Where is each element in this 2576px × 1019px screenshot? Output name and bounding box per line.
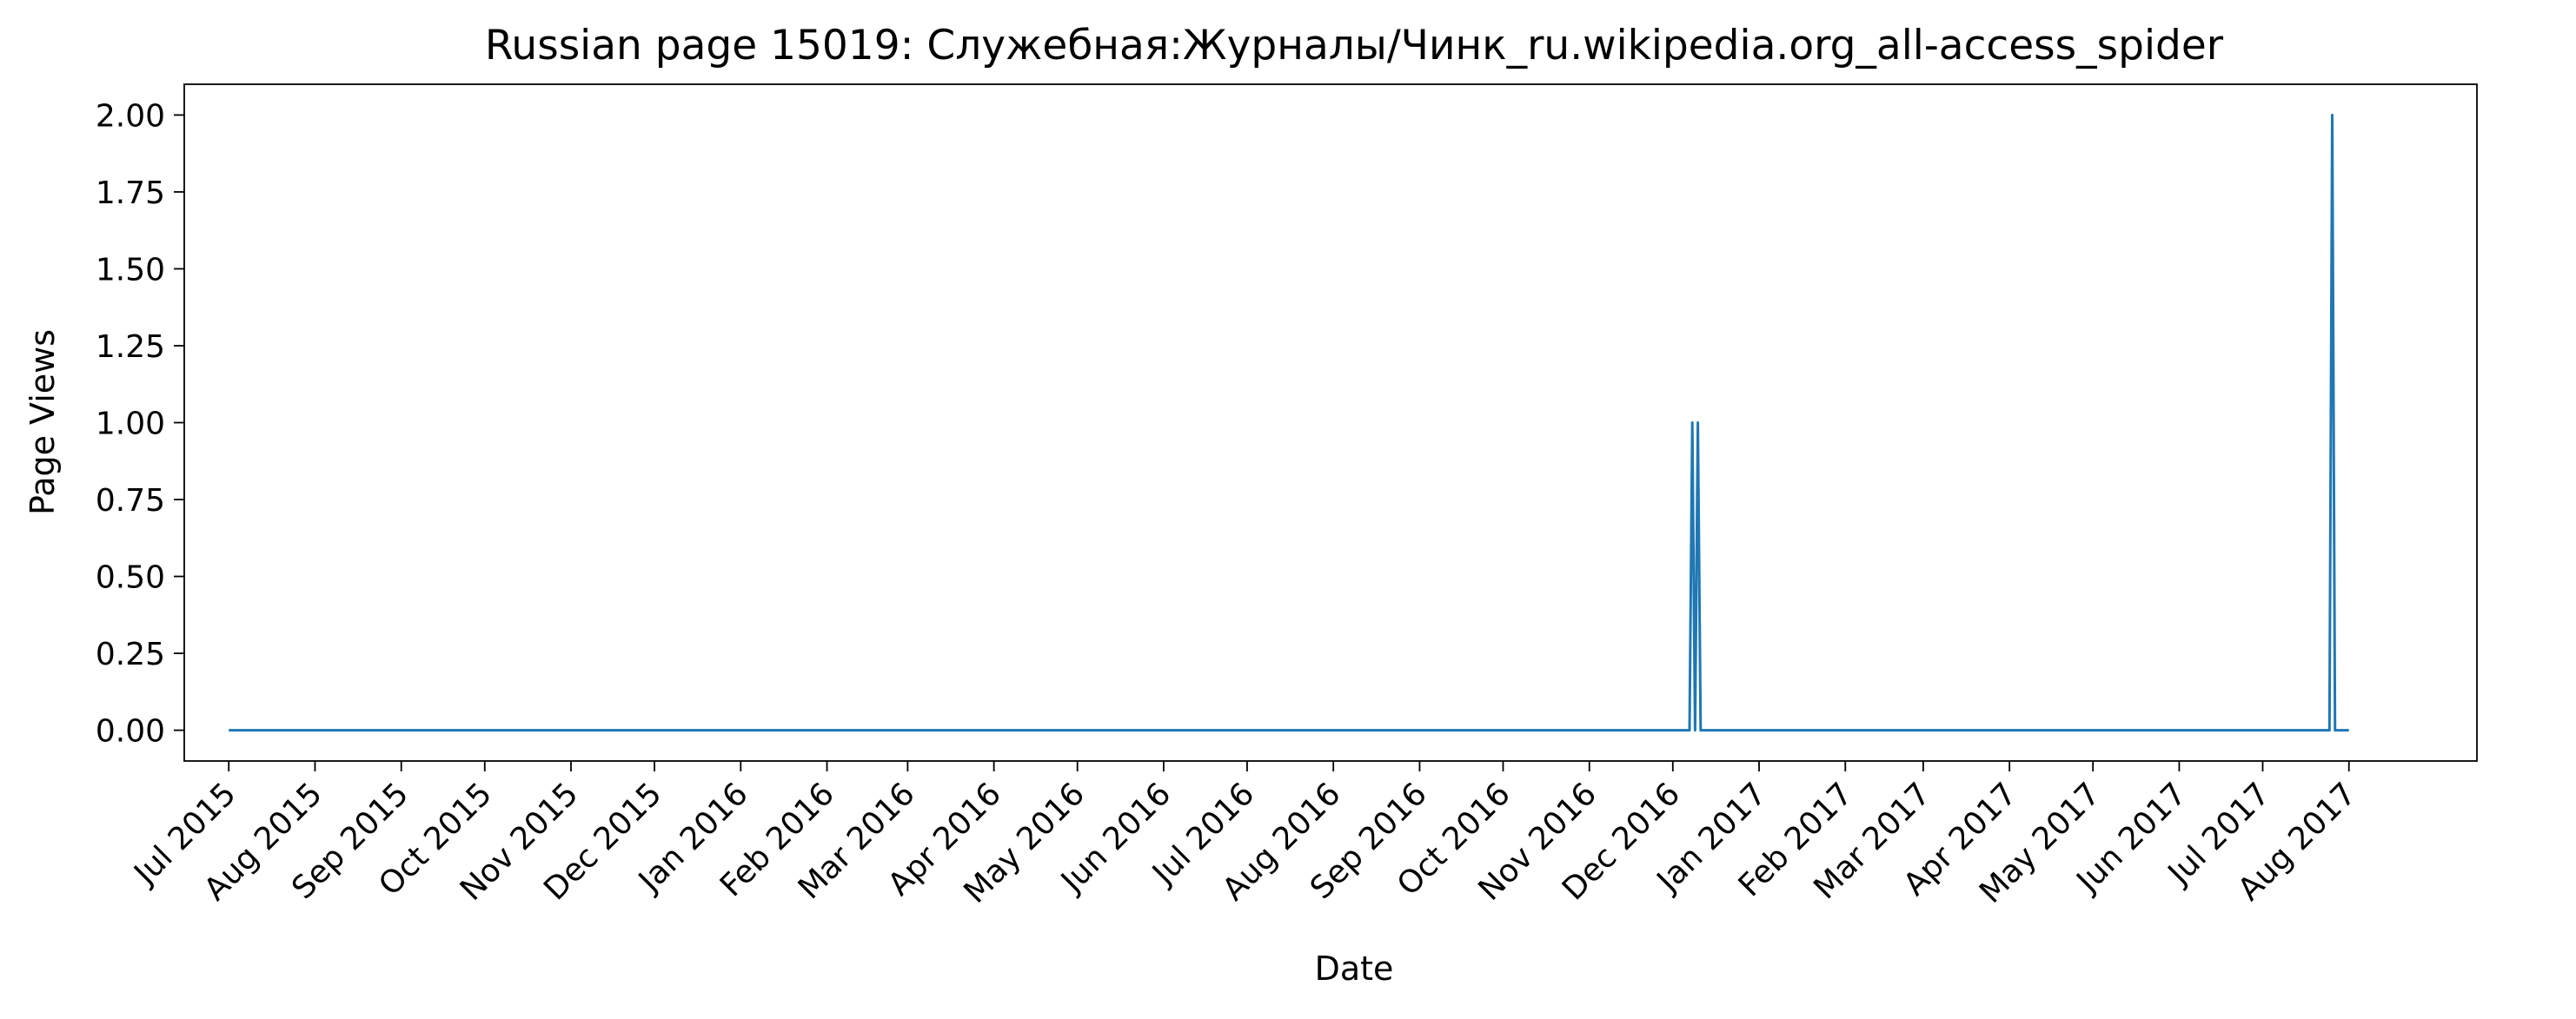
x-axis-label: Date xyxy=(1315,950,1394,988)
y-tick-label: 0.50 xyxy=(96,560,165,596)
y-tick-label: 0.75 xyxy=(96,483,165,519)
y-tick-label: 1.00 xyxy=(96,407,165,442)
y-axis: 0.00 0.25 0.50 0.75 1.00 1.25 1.50 1.75 2.00 xyxy=(96,98,184,750)
y-tick-label: 0.25 xyxy=(96,637,165,672)
chart-title: Russian page 15019: Служебная:Журналы/Чи… xyxy=(485,22,2224,69)
y-tick-label: 1.75 xyxy=(96,175,165,211)
series-line-0 xyxy=(229,113,2349,732)
y-axis-label: Page Views xyxy=(23,329,62,515)
plot-area xyxy=(229,113,2349,732)
y-tick-label: 1.50 xyxy=(96,252,165,288)
axes-frame xyxy=(183,83,2478,762)
y-tick-label: 2.00 xyxy=(96,98,165,134)
y-tick-label: 0.00 xyxy=(96,714,165,750)
y-tick-label: 1.25 xyxy=(96,329,165,365)
